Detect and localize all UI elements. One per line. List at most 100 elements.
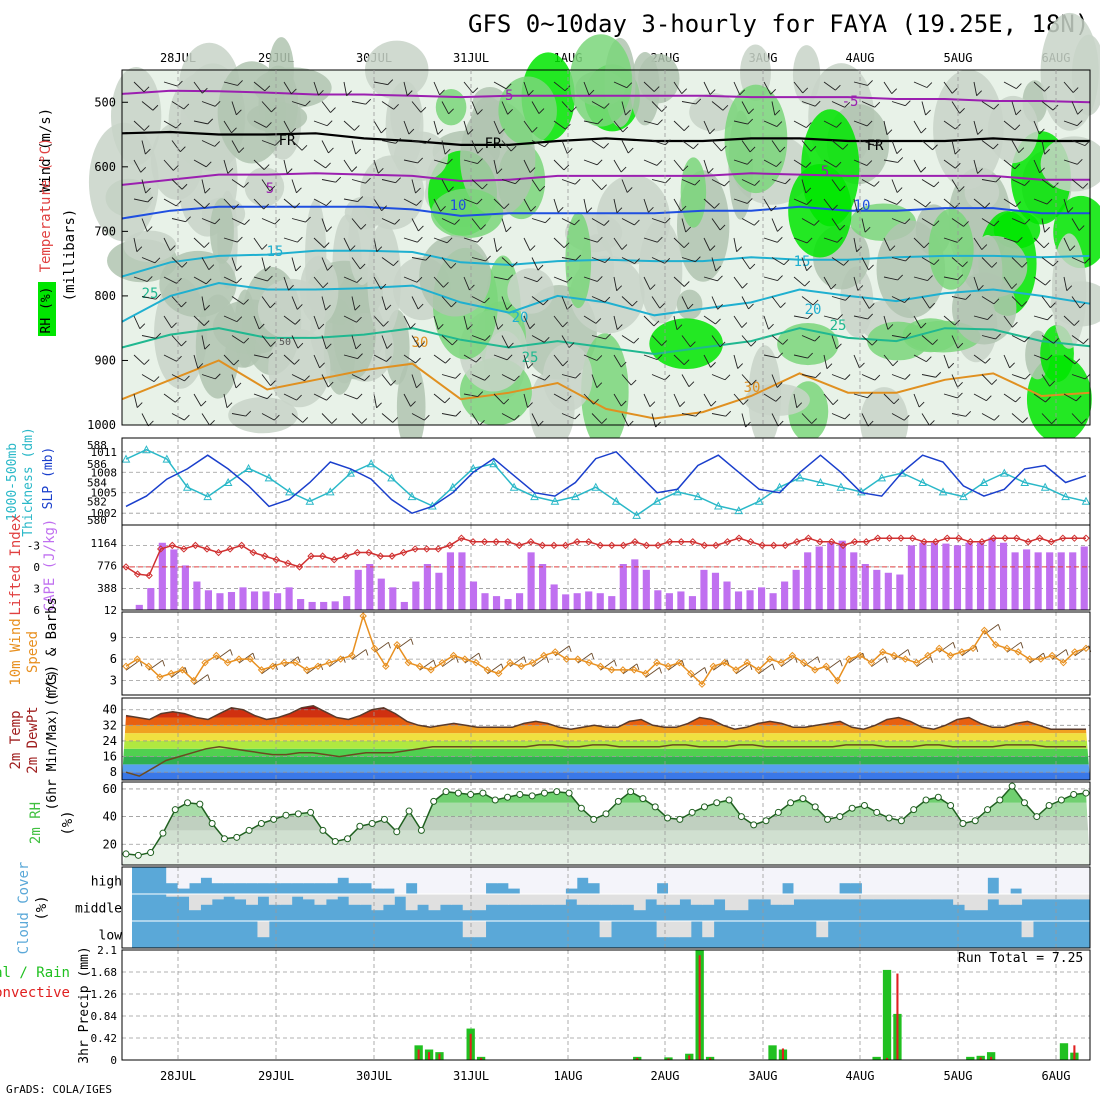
wind-barb	[621, 296, 633, 307]
wind-barb-tick	[695, 256, 701, 262]
wind-barb	[141, 101, 154, 111]
run-total-label: Run Total = 7.25	[958, 951, 1084, 966]
precip-convective-bar	[688, 1055, 691, 1060]
cape-bar	[227, 592, 236, 610]
wind-barb-tick	[416, 200, 422, 206]
wind-barb-tick	[588, 89, 595, 96]
wind-barb	[523, 237, 531, 251]
x-tick-label-bottom: 4AUG	[846, 1069, 875, 1083]
cloud-cell	[622, 867, 635, 894]
wind-barb-tick	[721, 145, 727, 152]
wind-barb	[351, 257, 361, 270]
wind-barb	[343, 198, 358, 202]
cloud-cell	[268, 867, 281, 884]
wind-barb	[921, 257, 935, 266]
wind-barb	[973, 120, 979, 135]
wind-barb-tick	[204, 304, 210, 311]
cloud-cell	[485, 867, 498, 884]
rh-line-marker	[750, 821, 758, 829]
wind-barb-tick	[867, 80, 873, 86]
wind-barb-tick	[874, 140, 881, 147]
surface-wind-barb-tick	[184, 667, 188, 674]
wind-barb-tick	[1084, 373, 1091, 380]
wind-barb-tick	[709, 128, 716, 135]
wind-barb-tick	[746, 198, 753, 204]
wind-barb	[883, 237, 891, 251]
wind-barb-tick	[897, 157, 904, 163]
wind-barb-tick	[845, 294, 851, 301]
wind-barb	[373, 81, 388, 86]
wind-speed-line-marker	[494, 669, 503, 678]
wind-barb	[1033, 81, 1045, 92]
surface-wind-barb-tick	[388, 642, 391, 649]
rh-line-marker	[787, 799, 795, 807]
lifted-index-line-marker	[920, 538, 928, 546]
wind-barb	[1063, 198, 1069, 213]
lifted-index-line-marker	[538, 541, 547, 550]
wind-barb	[141, 140, 146, 155]
wind-barb-tick	[288, 284, 294, 291]
cape-bar	[596, 593, 604, 610]
wind-barb	[261, 296, 271, 309]
wind-barb-tick	[326, 226, 332, 233]
cloud-cell	[234, 867, 247, 884]
wind-barb-tick	[986, 395, 992, 401]
wind-barb-tick	[542, 299, 549, 306]
wind-barb	[523, 120, 533, 133]
wind-barb-tick	[512, 261, 518, 268]
wind-barb-tick	[394, 218, 401, 225]
cloud-cell	[1055, 894, 1068, 900]
wind-barb-tick	[893, 398, 900, 405]
wind-barb	[771, 101, 776, 116]
thickness-line-marker	[673, 487, 682, 496]
wind-barb	[733, 120, 748, 125]
wind-barb-tick	[1047, 314, 1053, 321]
wind-barb-tick	[297, 342, 304, 349]
wind-barb-tick	[631, 300, 638, 307]
thickness-line-marker	[142, 445, 151, 454]
cloud-cell	[451, 867, 464, 894]
lifted-index-line-marker	[330, 556, 338, 564]
cloud-cell	[1044, 894, 1057, 900]
wind-barb-tick	[1052, 260, 1059, 267]
wind-tick: 6	[110, 652, 117, 666]
wind-barb-tick	[180, 146, 186, 153]
upper-y-tick: 900	[94, 353, 116, 367]
wind-barb	[463, 120, 469, 135]
wind-barb-tick	[896, 199, 903, 205]
wind-barb	[591, 296, 606, 303]
wind-barb	[193, 198, 205, 209]
wind-barb-tick	[392, 417, 399, 423]
temp-contour-line	[121, 327, 1091, 356]
wind-barb	[793, 237, 808, 244]
wind-barb-tick	[1073, 320, 1080, 326]
wind-barb	[291, 218, 306, 223]
wind-speed-line-marker	[980, 626, 989, 635]
wind-barb-tick	[575, 372, 581, 379]
wind-barb	[981, 101, 994, 110]
surface-wind-barb-tick	[997, 624, 1001, 631]
wind-speed-line-marker	[461, 655, 469, 663]
cape-bar	[746, 590, 754, 610]
wind-barb-tick	[742, 282, 748, 289]
cloud-cell	[531, 894, 544, 905]
wind-barb-tick	[169, 245, 176, 251]
wind-barb-tick	[390, 380, 397, 386]
wind-barb-tick	[318, 89, 324, 96]
wind-barb	[801, 179, 807, 194]
wind-barb-tick	[695, 98, 702, 105]
wind-barb	[823, 81, 836, 91]
wind-barb-tick	[496, 246, 503, 253]
wind-barb-tick	[184, 375, 190, 382]
wind-barb	[343, 315, 357, 323]
wind-barb	[501, 335, 509, 349]
cloud-cell	[804, 867, 817, 894]
rh-line-marker	[257, 820, 265, 827]
wind-barb-tick	[1024, 180, 1030, 186]
cloud-cell	[405, 867, 418, 884]
wind-barb	[741, 296, 749, 310]
temp-panel-frame	[121, 697, 1091, 781]
wind-barb-tick	[445, 357, 451, 364]
wind-barb	[1003, 120, 1016, 131]
wind-barb	[853, 159, 868, 166]
